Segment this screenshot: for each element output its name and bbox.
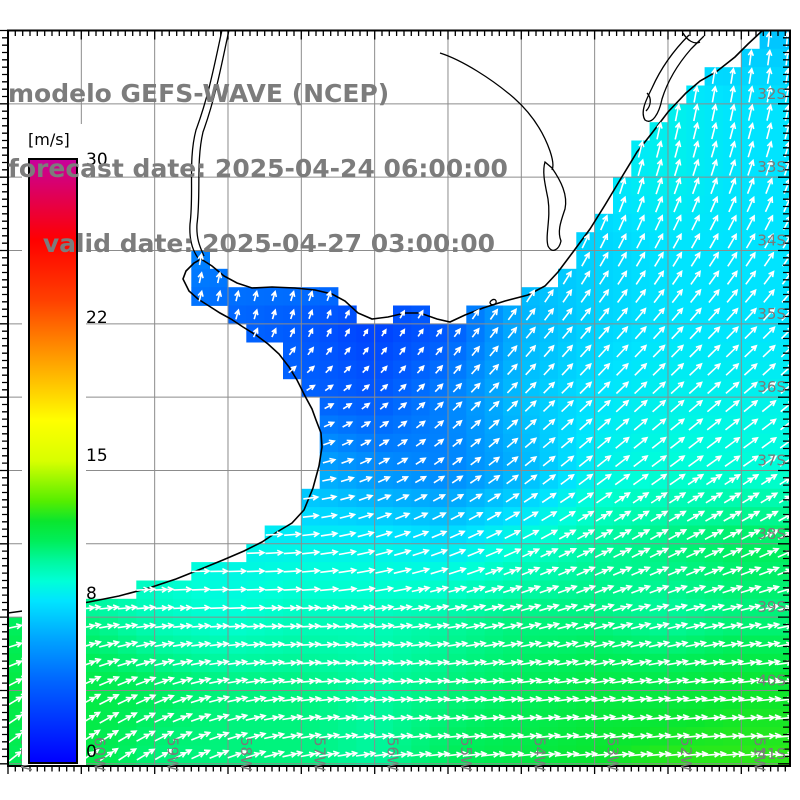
colorbar-tick-label: 0 — [86, 742, 97, 762]
latitude-label: 33S — [757, 158, 786, 176]
river-lagoon-line — [189, 30, 223, 259]
longitude-label: 51W — [750, 737, 768, 771]
latitude-label: 34S — [757, 232, 786, 250]
colorbar-tick-label: 8 — [86, 584, 97, 605]
river-lagoon-line — [682, 32, 701, 44]
longitude-label: 55W — [457, 737, 475, 771]
colorbar-unit-label: [m/s] — [28, 130, 70, 149]
longitude-label: 59W — [164, 737, 182, 771]
latitude-label: 41S — [757, 745, 786, 763]
latitude-label: 38S — [757, 525, 786, 543]
latitude-label: 39S — [757, 598, 786, 616]
valid-date: valid date: 2025-04-27 03:00:00 — [8, 229, 496, 258]
latitude-label: 37S — [757, 452, 786, 470]
longitude-label: 54W — [530, 737, 548, 771]
longitude-label: 58W — [237, 737, 255, 771]
longitude-label: 57W — [310, 737, 328, 771]
longitude-label: 60W — [90, 737, 108, 771]
latitude-label: 40S — [757, 672, 786, 690]
river-lagoon-line — [439, 52, 554, 171]
latitude-label: 32S — [757, 85, 786, 103]
river-lagoon-line — [489, 298, 497, 306]
latitude-label: 35S — [757, 305, 786, 323]
colorbar-tick-label: 15 — [86, 446, 108, 466]
colorbar-gradient — [28, 158, 78, 764]
forecast-date: forecast date: 2025-04-24 06:00:00 — [8, 154, 508, 183]
axis-ticks — [0, 29, 790, 774]
river-lagoon-line — [543, 160, 567, 251]
river-lagoon-line — [196, 30, 230, 257]
longitude-label: 56W — [384, 737, 402, 771]
land-fill — [8, 30, 763, 613]
colorbar-tick-label: 30 — [86, 150, 108, 170]
latitude-label: 36S — [757, 378, 786, 396]
longitude-label: 52W — [677, 737, 695, 771]
map-frame — [7, 29, 791, 767]
model-title: modelo GEFS-WAVE (NCEP) — [8, 79, 390, 108]
river-lagoon-line — [642, 34, 705, 122]
river-lagoon-line — [645, 92, 651, 112]
wind-arrows — [8, 30, 790, 762]
colorbar: [m/s] 30 22 15 8 0 — [22, 124, 108, 765]
longitude-label: 53W — [604, 737, 622, 771]
title-block: modelo GEFS-WAVE (NCEP) forecast date: 2… — [8, 31, 508, 306]
colorbar-tick-label: 22 — [86, 307, 108, 328]
